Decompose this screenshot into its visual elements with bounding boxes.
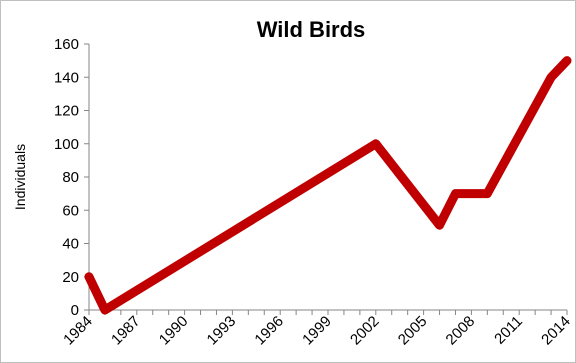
y-axis-label: Individuals: [12, 144, 28, 210]
x-tick-label: 1984: [60, 313, 96, 349]
x-tick-label: 2011: [491, 313, 526, 348]
y-tick-label: 20: [62, 269, 79, 286]
axes: 0 20 40 60 80 100 120 140 160 1984 1987 1990 1993 199…: [54, 36, 574, 348]
x-tick-label: 2014: [538, 313, 574, 349]
x-tick-label: 1987: [108, 313, 144, 349]
y-tick-label: 160: [54, 36, 79, 53]
x-tick-label: 1999: [299, 313, 335, 349]
x-tick-label: 1990: [156, 313, 192, 349]
y-tick-label: 100: [54, 136, 79, 153]
series-line: [84, 56, 572, 315]
x-tick-label: 2002: [347, 313, 383, 349]
y-tick-label: 80: [62, 169, 79, 186]
x-tick-label: 2008: [443, 313, 479, 349]
y-tick-label: 140: [54, 69, 79, 86]
plot-area: [84, 56, 572, 315]
chart-title: Wild Birds: [257, 17, 366, 42]
y-tick-label: 120: [54, 103, 79, 120]
y-tick-label: 0: [71, 302, 79, 319]
y-tick-label: 60: [62, 202, 79, 219]
x-tick-label: 2005: [395, 313, 431, 349]
x-tick-label: 1993: [204, 313, 240, 349]
x-tick-label: 1996: [251, 313, 287, 349]
y-tick-label: 40: [62, 236, 79, 253]
